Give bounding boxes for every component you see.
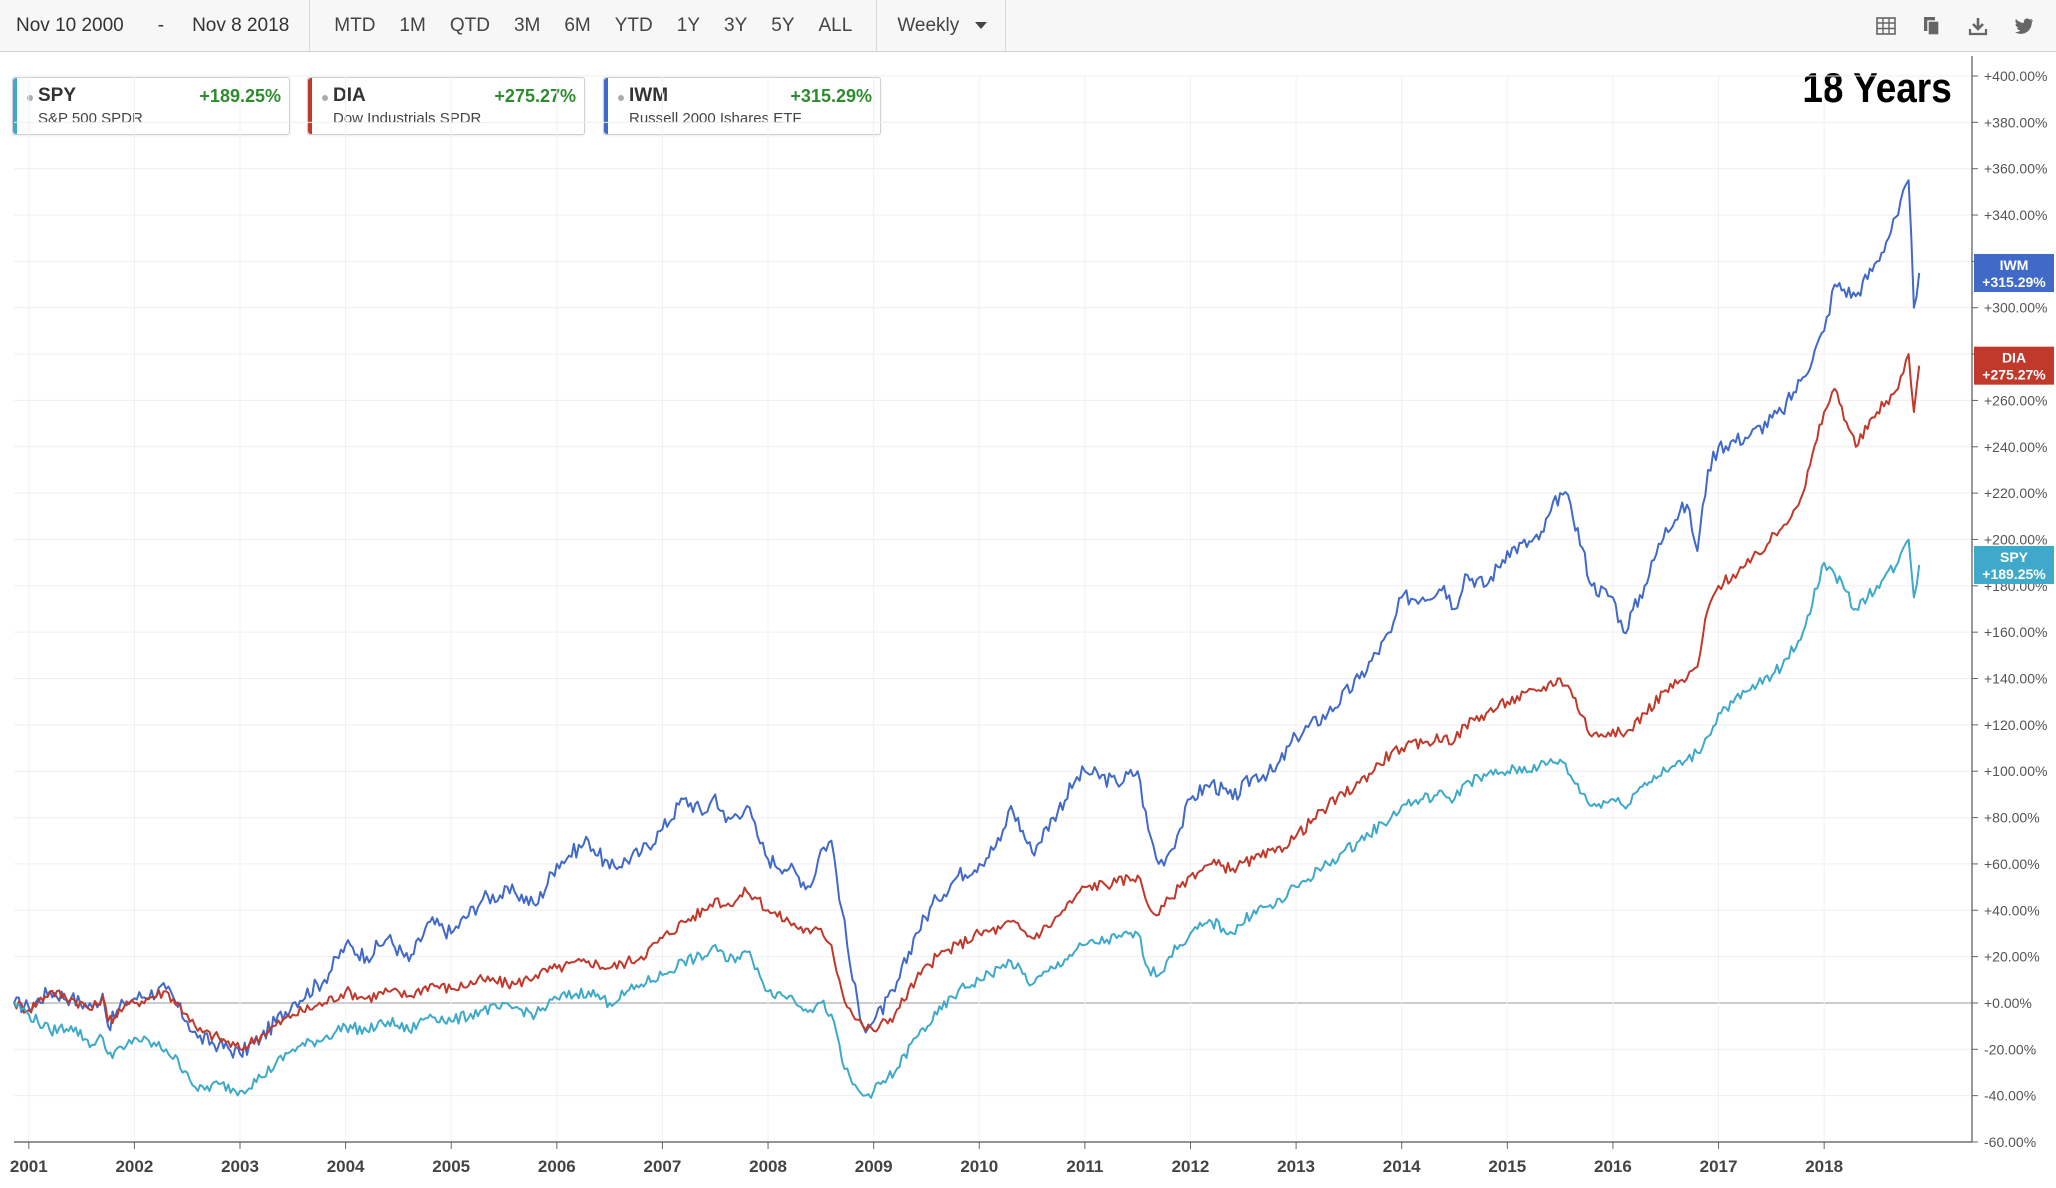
y-tick-label: -60.00%: [1984, 1134, 2036, 1150]
legend-symbol: DIA: [333, 85, 366, 106]
twitter-icon[interactable]: [2012, 14, 2036, 38]
x-tick-label: 2009: [855, 1157, 893, 1176]
x-tick-label: 2005: [432, 1157, 470, 1176]
date-from[interactable]: Nov 10 2000: [16, 14, 124, 36]
y-tick-label: +400.00%: [1984, 68, 2047, 84]
end-label-value: +275.27%: [1982, 367, 2046, 383]
y-tick-label: +240.00%: [1984, 439, 2047, 455]
period-qtd-button[interactable]: QTD: [449, 14, 490, 36]
legend-change: +315.29%: [790, 86, 872, 106]
period-1y-button[interactable]: 1Y: [676, 14, 700, 36]
date-separator: -: [157, 14, 165, 36]
series-line-iwm: [13, 179, 1921, 1059]
end-label-symbol: SPY: [2000, 549, 2029, 565]
x-tick-label: 2010: [960, 1157, 998, 1176]
chevron-down-icon: [975, 22, 988, 29]
y-tick-label: -20.00%: [1984, 1041, 2036, 1057]
end-label-symbol: IWM: [2000, 257, 2029, 273]
x-tick-label: 2002: [115, 1157, 153, 1176]
period-buttons: MTD 1M QTD 3M 6M YTD 1Y 3Y 5Y ALL: [310, 0, 878, 51]
series-line-spy: [13, 538, 1921, 1099]
y-tick-label: -40.00%: [1984, 1088, 2036, 1104]
end-label-value: +315.29%: [1982, 274, 2046, 290]
x-tick-label: 2016: [1594, 1157, 1632, 1176]
y-tick-label: +40.00%: [1984, 902, 2040, 918]
x-tick-label: 2003: [221, 1157, 259, 1176]
y-tick-label: +260.00%: [1984, 392, 2047, 408]
period-ytd-button[interactable]: YTD: [614, 14, 653, 36]
end-label-spy: [1974, 545, 2054, 584]
y-tick-label: +0.00%: [1984, 995, 2032, 1011]
y-tick-label: +100.00%: [1984, 763, 2047, 779]
period-all-button[interactable]: ALL: [818, 14, 853, 36]
y-tick-label: +60.00%: [1984, 856, 2040, 872]
x-tick-label: 2006: [538, 1157, 576, 1176]
period-mtd-button[interactable]: MTD: [334, 14, 376, 36]
date-to[interactable]: Nov 8 2018: [192, 14, 290, 36]
x-tick-label: 2017: [1700, 1157, 1738, 1176]
date-range[interactable]: Nov 10 2000 - Nov 8 2018: [0, 0, 311, 51]
legend-color-bar: [604, 78, 608, 134]
legend-symbol: SPY: [38, 85, 77, 106]
period-3m-button[interactable]: 3M: [513, 14, 541, 36]
y-tick-label: +200.00%: [1984, 531, 2047, 547]
y-tick-label: +80.00%: [1984, 810, 2040, 826]
end-label-value: +189.25%: [1982, 566, 2046, 582]
y-tick-label: +220.00%: [1984, 485, 2047, 501]
frequency-value: Weekly: [897, 14, 960, 36]
toolbar: Nov 10 2000 - Nov 8 2018 MTD 1M QTD 3M 6…: [0, 0, 2056, 52]
x-tick-label: 2008: [749, 1157, 787, 1176]
legend-change: +275.27%: [494, 86, 576, 106]
y-tick-label: +360.00%: [1984, 161, 2047, 177]
download-icon[interactable]: [1966, 14, 1990, 38]
frequency-select[interactable]: Weekly: [877, 0, 1007, 51]
y-tick-label: +300.00%: [1984, 300, 2047, 316]
legend-dot: [322, 95, 328, 101]
legend-color-bar: [308, 78, 312, 134]
x-tick-label: 2015: [1488, 1157, 1526, 1176]
end-label-symbol: DIA: [2002, 350, 2026, 366]
x-tick-label: 2013: [1277, 1157, 1315, 1176]
x-tick-label: 2007: [644, 1157, 682, 1176]
x-tick-label: 2011: [1066, 1157, 1103, 1176]
period-1m-button[interactable]: 1M: [399, 14, 426, 36]
x-tick-label: 2014: [1383, 1157, 1421, 1176]
end-label-iwm: [1974, 253, 2054, 292]
legend-color-bar: [13, 78, 17, 134]
period-6m-button[interactable]: 6M: [564, 14, 591, 36]
period-3y-button[interactable]: 3Y: [724, 14, 748, 36]
legend-dot: [618, 95, 624, 101]
legend-dot: [27, 95, 33, 101]
x-tick-label: 2012: [1172, 1157, 1210, 1176]
x-tick-label: 2001: [10, 1157, 48, 1176]
y-tick-label: +120.00%: [1984, 717, 2047, 733]
toolbar-tools: [1874, 0, 2036, 52]
legend-card-spy[interactable]: SPY +189.25% S&P 500 SPDR: [12, 77, 290, 135]
series-line-dia: [13, 353, 1921, 1051]
chart-title: 18 Years: [1802, 64, 1952, 111]
y-tick-label: +140.00%: [1984, 671, 2047, 687]
y-tick-label: +20.00%: [1984, 949, 2040, 965]
period-5y-button[interactable]: 5Y: [771, 14, 795, 36]
legend-symbol: IWM: [629, 85, 669, 106]
x-tick-label: 2004: [327, 1157, 365, 1176]
copy-icon[interactable]: [1920, 14, 1944, 38]
table-icon[interactable]: [1874, 14, 1898, 38]
y-tick-label: +380.00%: [1984, 114, 2047, 130]
x-tick-label: 2018: [1805, 1157, 1843, 1176]
y-tick-label: +160.00%: [1984, 624, 2047, 640]
y-tick-label: +340.00%: [1984, 207, 2047, 223]
end-label-dia: [1974, 346, 2054, 385]
